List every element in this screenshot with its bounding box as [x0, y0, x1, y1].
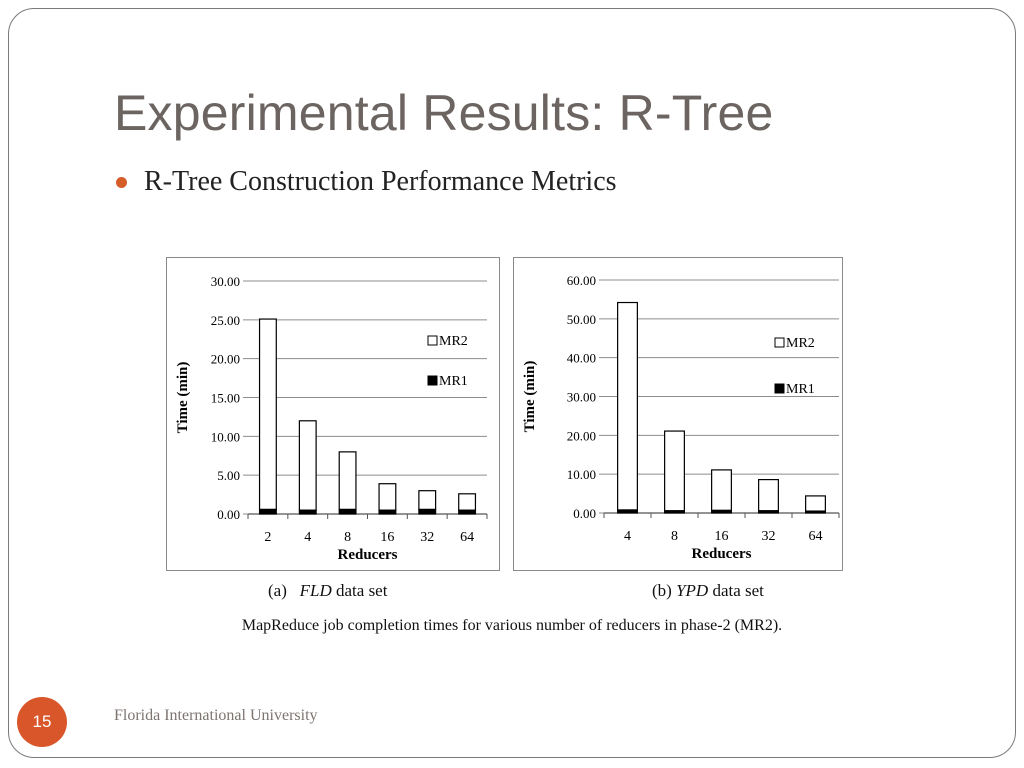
fld-ytick-label: 30.00: [211, 274, 240, 289]
ypd-bar-mr2-16: [711, 469, 732, 511]
ypd-ytick-label: 30.00: [567, 390, 596, 405]
ypd-ytick-label: 40.00: [567, 351, 596, 366]
ypd-legend-swatch-mr1: [774, 383, 785, 394]
ypd-ytick-label: 0.00: [573, 506, 596, 521]
fld-ytick-label: 0.00: [217, 507, 240, 522]
fld-ytick-label: 5.00: [217, 468, 240, 483]
ypd-legend-swatch-mr2: [774, 337, 785, 348]
fld-bar-mr2-2: [258, 318, 277, 510]
bullet-text: R-Tree Construction Performance Metrics: [144, 166, 617, 197]
ypd-legend-label-mr2: MR2: [786, 336, 815, 351]
bullet-item: R-Tree Construction Performance Metrics: [116, 166, 617, 198]
caption-b-prefix: (b): [652, 581, 672, 600]
ypd-legend-label-mr1: MR1: [786, 382, 815, 397]
fld-legend-label-mr2: MR2: [439, 334, 468, 349]
ypd-ytick-label: 20.00: [567, 428, 596, 443]
fld-ytick-label: 20.00: [211, 352, 240, 367]
ypd-xtick-label: 16: [715, 529, 729, 544]
ypd-ytick-label: 10.00: [567, 467, 596, 482]
fld-bar-mr1-2: [258, 508, 277, 515]
chart-ypd-svg: 0.00 10.00 20.00 30.00 40.00 50.00 60.00 4 8 16 32…: [522, 273, 840, 562]
fld-xtick-label: 4: [304, 530, 311, 545]
fld-bar-mr1-32: [418, 508, 437, 515]
fld-xtick-label: 2: [264, 530, 271, 545]
footer-text: Florida International University: [114, 707, 318, 724]
fld-legend-swatch-mr1: [427, 375, 438, 386]
ypd-ylabel: Time (min): [522, 361, 538, 433]
chart-fld: 0.00 5.00 10.00 15.00 20.00 25.00 30.00 2 4 8 16 32…: [166, 257, 500, 571]
fld-xtick-label: 8: [344, 530, 351, 545]
fld-xtick-label: 16: [380, 530, 394, 545]
fld-ytick-label: 25.00: [211, 313, 240, 328]
ypd-xtick-label: 8: [671, 529, 678, 544]
page-number-badge: 15: [17, 697, 67, 747]
fld-xtick-label: 64: [460, 530, 474, 545]
ypd-xtick-label: 32: [762, 529, 776, 544]
fld-ytick-label: 10.00: [211, 429, 240, 444]
caption-b: (b) YPD data set: [652, 581, 764, 601]
caption-b-dataset: YPD: [676, 581, 709, 600]
ypd-bar-mr2-64: [805, 495, 826, 512]
fld-xtick-label: 32: [420, 530, 434, 545]
chart-fld-svg: 0.00 5.00 10.00 15.00 20.00 25.00 30.00 2 4 8 16 32…: [175, 274, 488, 563]
fld-bar-mr2-8: [338, 451, 357, 510]
ypd-bar-mr2-8: [664, 430, 685, 512]
ypd-bar-mr2-32: [758, 479, 779, 512]
fld-bar-mr2-64: [458, 493, 477, 511]
fld-bar-mr2-4: [298, 420, 317, 511]
caption-a-suffix: data set: [336, 581, 388, 600]
ypd-ytick-label: 60.00: [567, 273, 596, 288]
fld-bar-mr2-32: [418, 490, 437, 510]
fld-ytick-label: 15.00: [211, 391, 240, 406]
caption-a-dataset: FLD: [299, 581, 332, 600]
figure-caption: MapReduce job completion times for vario…: [241, 617, 783, 634]
fld-bar-mr1-8: [338, 508, 357, 515]
slide-frame: [8, 8, 1016, 758]
fld-bar-mr2-16: [378, 483, 397, 511]
ypd-xtick-label: 64: [809, 529, 823, 544]
ypd-ytick-label: 50.00: [567, 312, 596, 327]
fld-xlabel: Reducers: [338, 547, 398, 563]
chart-ypd: 0.00 10.00 20.00 30.00 40.00 50.00 60.00 4 8 16 32…: [513, 257, 843, 571]
slide-title: Experimental Results: R-Tree: [114, 85, 774, 141]
fld-ylabel: Time (min): [175, 362, 191, 434]
ypd-xlabel: Reducers: [692, 546, 752, 562]
fld-legend-swatch-mr2: [427, 335, 438, 346]
bullet-icon: [116, 176, 127, 188]
caption-a-prefix: (a): [268, 581, 287, 600]
ypd-xtick-label: 4: [624, 529, 631, 544]
caption-b-suffix: data set: [712, 581, 764, 600]
caption-a: (a) FLD data set: [268, 581, 387, 601]
fld-legend-label-mr1: MR1: [439, 374, 468, 389]
ypd-bar-mr2-4: [617, 301, 638, 511]
